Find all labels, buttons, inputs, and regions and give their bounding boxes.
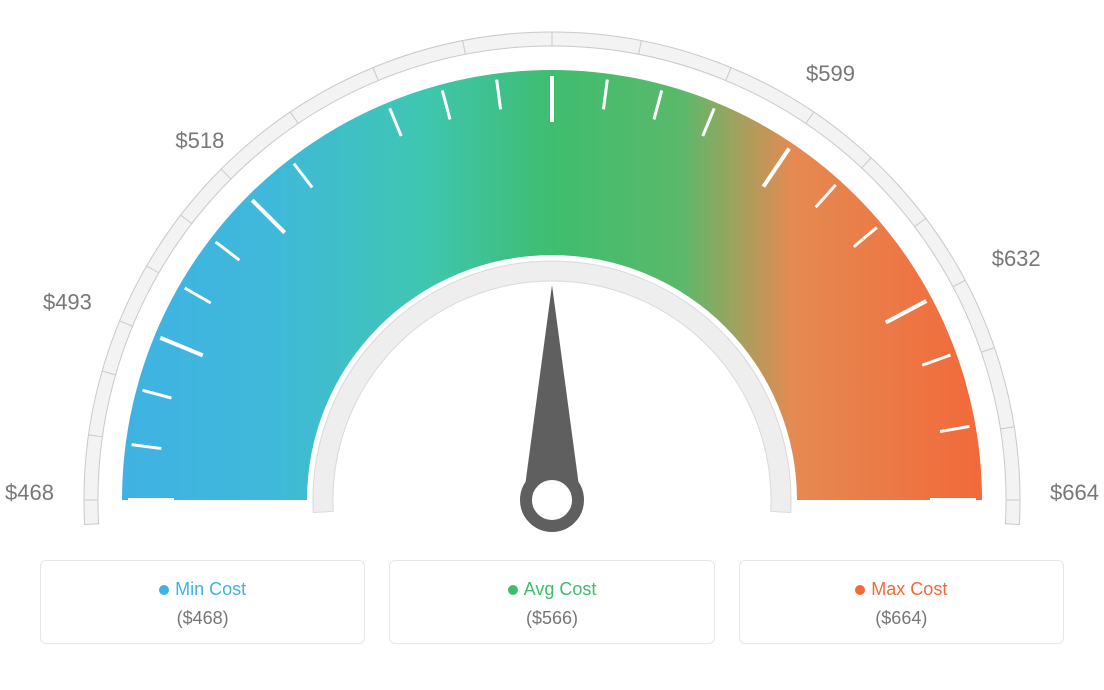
gauge-tick-label: $664	[1050, 480, 1099, 505]
gauge-tick-label: $599	[806, 61, 855, 86]
gauge-tick-label: $518	[175, 128, 224, 153]
legend-dot-max	[855, 585, 865, 595]
legend-value-max: ($664)	[750, 608, 1053, 629]
legend-dot-min	[159, 585, 169, 595]
gauge-tick-label: $632	[992, 246, 1041, 271]
legend-label-max: Max Cost	[871, 579, 947, 599]
legend-title-avg: Avg Cost	[400, 579, 703, 600]
legend-title-max: Max Cost	[750, 579, 1053, 600]
legend-value-min: ($468)	[51, 608, 354, 629]
gauge-needle-hub	[526, 474, 578, 526]
cost-gauge-container: $468 $493 $518 $566 $599 $632 $664 Min Cost ($…	[0, 0, 1104, 690]
legend-dot-avg	[508, 585, 518, 595]
legend-card-avg: Avg Cost ($566)	[389, 560, 714, 644]
gauge-tick-label: $493	[43, 289, 92, 314]
legend-card-max: Max Cost ($664)	[739, 560, 1064, 644]
gauge-tick-label: $468	[5, 480, 54, 505]
gauge-tick-label: $566	[528, 0, 577, 1]
gauge-area: $468 $493 $518 $566 $599 $632 $664	[0, 0, 1104, 560]
legend-label-avg: Avg Cost	[524, 579, 597, 599]
gauge-svg: $468 $493 $518 $566 $599 $632 $664	[0, 0, 1104, 560]
legend-value-avg: ($566)	[400, 608, 703, 629]
legend-title-min: Min Cost	[51, 579, 354, 600]
legend-label-min: Min Cost	[175, 579, 246, 599]
legend-row: Min Cost ($468) Avg Cost ($566) Max Cost…	[0, 560, 1104, 644]
legend-card-min: Min Cost ($468)	[40, 560, 365, 644]
